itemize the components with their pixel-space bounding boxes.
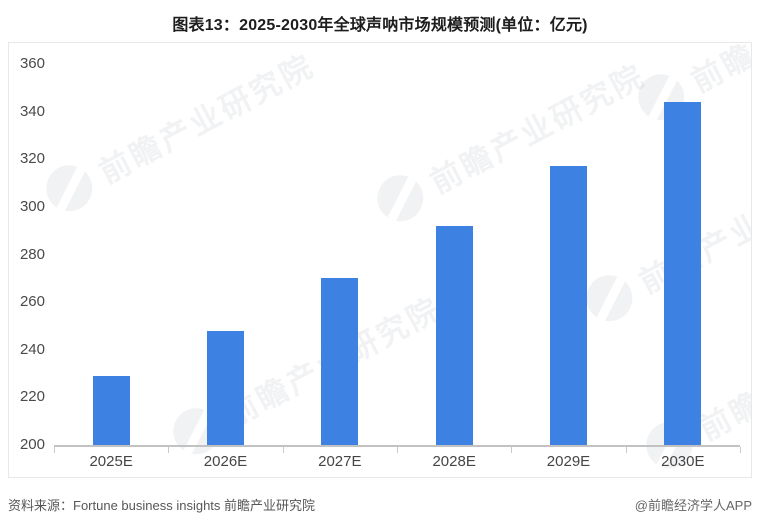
- x-axis-tick: [625, 447, 627, 453]
- x-axis-label-2029E: 2029E: [546, 453, 591, 470]
- qianzhan-logo-icon: [38, 157, 101, 220]
- x-axis-line: [54, 445, 740, 447]
- y-axis-label: 360: [19, 55, 45, 72]
- x-axis-label-2030E: 2030E: [661, 453, 705, 470]
- bar-2026E: [207, 330, 244, 445]
- brand-note: @前瞻经济学人APP: [634, 498, 752, 513]
- bar-2028E: [435, 225, 473, 445]
- x-axis-tick: [397, 447, 398, 453]
- watermark-text: 前瞻产业研究院: [682, 43, 751, 101]
- source-note: 资料来源：Fortune business insights 前瞻产业研究院: [8, 498, 316, 513]
- y-axis-label: 340: [19, 102, 45, 120]
- y-axis-label: 320: [19, 150, 45, 168]
- x-axis-tick: [511, 447, 513, 453]
- bar-2029E: [550, 166, 587, 445]
- bar-2027E: [321, 278, 359, 445]
- qianzhan-logo-icon: [578, 267, 641, 330]
- bar-2030E: [664, 102, 702, 445]
- x-axis-label-2025E: 2025E: [89, 453, 133, 470]
- x-axis-tick: [282, 447, 284, 453]
- watermark: 前瞻产业研究院: [38, 43, 321, 220]
- bar-2025E: [92, 375, 130, 445]
- chart-title: 图表13：2025-2030年全球声呐市场规模预测(单位：亿元): [172, 17, 588, 34]
- x-axis-label-2028E: 2028E: [432, 453, 476, 470]
- watermark-text: 前瞻产业研究院: [93, 47, 320, 190]
- watermark-text: 前瞻产业研究院: [424, 57, 651, 200]
- watermark: 前瞻产业研究院: [369, 50, 652, 230]
- y-axis-label: 300: [19, 197, 45, 215]
- qianzhan-logo-icon: [369, 167, 432, 230]
- x-axis-label-2027E: 2027E: [318, 453, 362, 470]
- y-axis-label: 260: [19, 293, 45, 311]
- x-axis-tick: [740, 447, 741, 453]
- x-axis-label-2026E: 2026E: [203, 453, 248, 470]
- y-axis-label: 280: [19, 245, 45, 263]
- x-axis-tick: [168, 447, 170, 453]
- x-axis-tick: [54, 447, 55, 453]
- y-axis-label: 240: [19, 340, 45, 358]
- chart-plot-area: 前瞻产业研究院前瞻产业研究院前瞻产业研究院前瞻产业研究院前瞻产业研究院前瞻产业研…: [8, 42, 752, 478]
- y-axis-label: 200: [19, 436, 45, 453]
- y-axis-label: 220: [19, 388, 45, 406]
